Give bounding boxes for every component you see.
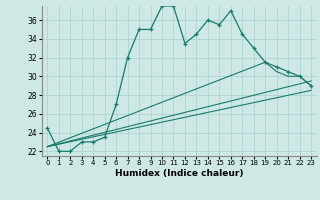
X-axis label: Humidex (Indice chaleur): Humidex (Indice chaleur) xyxy=(115,169,244,178)
